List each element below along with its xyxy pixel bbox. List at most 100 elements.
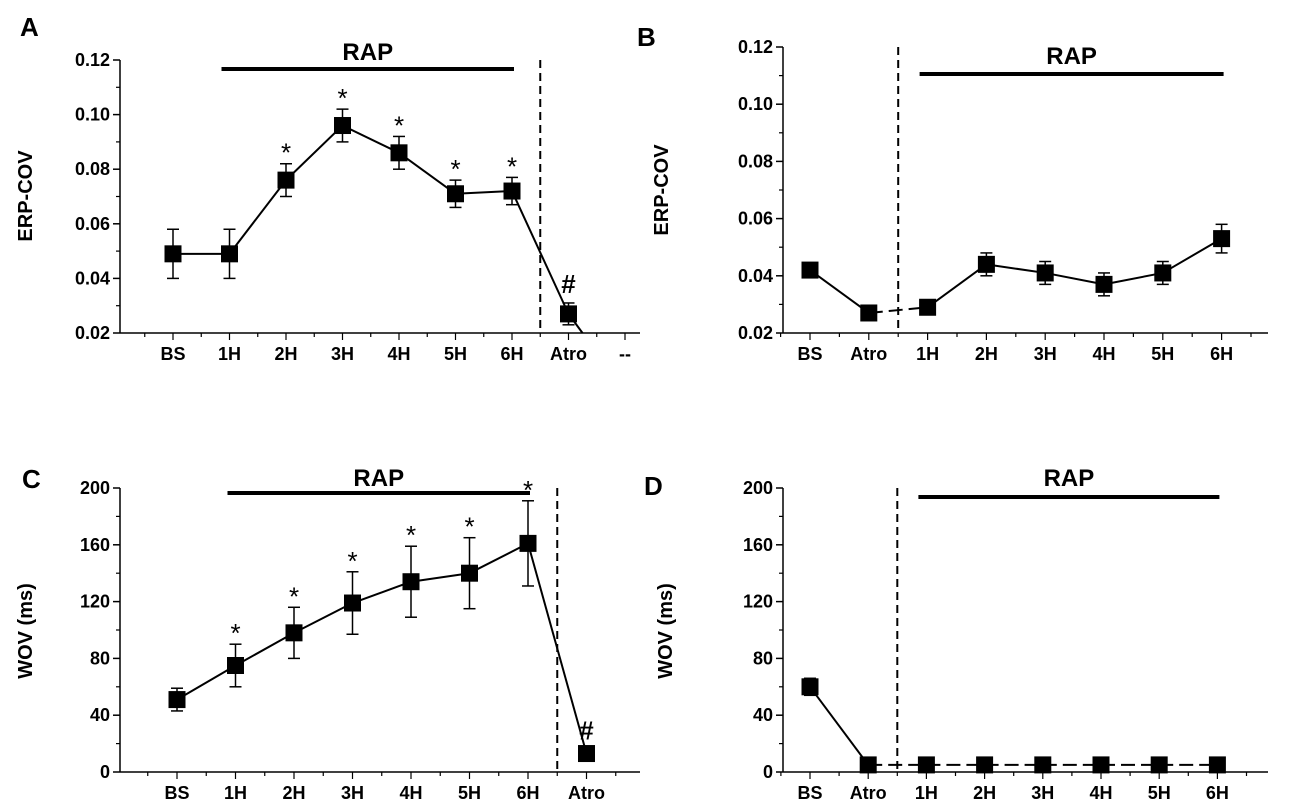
x-tick-label: 2H: [973, 783, 996, 803]
data-point: [344, 594, 361, 612]
x-tick-label: BS: [797, 783, 822, 803]
y-tick-label: 40: [753, 705, 773, 725]
significance-asterisk: *: [523, 475, 533, 505]
rap-label: RAP: [353, 465, 404, 492]
data-point: [168, 691, 186, 709]
series-line-segment: [927, 263, 987, 309]
y-tick-label: 0: [763, 762, 773, 782]
data-point: [285, 624, 303, 642]
series-line-segment: [410, 572, 470, 583]
y-tick-label: 0.08: [738, 151, 773, 171]
x-tick-label: 1H: [916, 344, 939, 364]
y-axis-label: ERP-COV: [651, 144, 673, 236]
x-tick-label: BS: [160, 344, 185, 364]
data-point: [1095, 275, 1113, 293]
y-tick-label: 0.10: [738, 94, 773, 114]
series-line-segment: [1162, 237, 1223, 274]
x-tick-label: 6H: [500, 344, 523, 364]
data-point: [1208, 756, 1226, 774]
x-tick-label: 4H: [399, 783, 422, 803]
series-line-segment: [228, 179, 287, 255]
x-tick-label: 5H: [444, 344, 467, 364]
panel-letter: A: [20, 12, 39, 42]
series-line-segment: [809, 269, 870, 314]
y-tick-label: 80: [90, 648, 110, 668]
series-line-segment: [986, 263, 1046, 274]
series-line-segment: [1045, 271, 1105, 286]
data-point: [801, 678, 819, 696]
data-point: [560, 305, 577, 323]
x-tick-label: 4H: [1092, 344, 1115, 364]
x-tick-label: 4H: [1089, 783, 1112, 803]
x-tick-label: 5H: [1148, 783, 1171, 803]
y-tick-label: 0.06: [75, 214, 110, 234]
x-tick-label: 6H: [1210, 344, 1233, 364]
x-tick-label: Atro: [568, 783, 605, 803]
x-tick-label: 4H: [387, 344, 410, 364]
data-point: [1154, 264, 1172, 282]
panel-letter: B: [637, 22, 656, 52]
rap-label: RAP: [1044, 465, 1095, 492]
significance-asterisk: *: [337, 83, 347, 113]
significance-asterisk: *: [406, 520, 416, 550]
series-line-segment: [293, 602, 353, 634]
x-tick-label: --: [619, 344, 631, 364]
series-line-segment: [235, 631, 295, 667]
data-point: [447, 185, 464, 203]
data-point: [1150, 756, 1168, 774]
y-tick-label: 0.12: [738, 37, 773, 57]
data-point: [1213, 230, 1231, 248]
y-tick-label: 0: [100, 762, 110, 782]
significance-hash: #: [561, 269, 576, 299]
significance-asterisk: *: [450, 154, 460, 184]
x-tick-label: BS: [164, 783, 189, 803]
series-line-segment: [527, 543, 588, 754]
data-point: [277, 171, 295, 189]
x-tick-label: 2H: [975, 344, 998, 364]
x-tick-label: 1H: [218, 344, 241, 364]
data-point: [976, 756, 994, 774]
data-point: [859, 756, 877, 774]
data-point: [164, 245, 182, 263]
series-line-segment: [455, 190, 513, 195]
data-point: [917, 756, 935, 774]
data-point: [461, 564, 478, 582]
y-tick-label: 0.06: [738, 209, 773, 229]
series-line-segment: [469, 542, 529, 575]
y-tick-label: 160: [80, 535, 110, 555]
data-point: [801, 261, 819, 279]
y-tick-label: 0.04: [75, 268, 110, 288]
series-line-segment: [809, 686, 870, 766]
y-tick-label: 200: [743, 478, 773, 498]
data-point: [390, 144, 408, 162]
x-tick-label: 6H: [1206, 783, 1229, 803]
significance-asterisk: *: [281, 138, 291, 168]
x-tick-label: 1H: [915, 783, 938, 803]
panel-b: B ERP-COV 0.02 0.04 0.06 0.08 0.10 0.12 BS Atro 1H…: [637, 22, 1268, 364]
y-tick-label: 0.02: [738, 323, 773, 343]
x-tick-label: 3H: [1031, 783, 1054, 803]
data-point: [402, 573, 420, 591]
y-tick-label: 0.04: [738, 266, 773, 286]
series-line-segment: [285, 124, 344, 181]
data-point: [221, 245, 238, 263]
data-point: [519, 534, 537, 552]
significance-asterisk: *: [394, 110, 404, 140]
series-line-segment: [342, 124, 400, 154]
rap-label: RAP: [1046, 43, 1097, 70]
x-tick-label: 5H: [458, 783, 481, 803]
y-tick-label: 80: [753, 648, 773, 668]
data-point: [227, 657, 244, 674]
y-tick-label: 160: [743, 535, 773, 555]
series-line-segment: [1103, 271, 1163, 286]
x-tick-label: 6H: [516, 783, 539, 803]
y-axis-label: WOV (ms): [655, 583, 677, 679]
significance-hash: #: [579, 715, 594, 745]
data-point: [1036, 264, 1054, 282]
rap-label: RAP: [342, 39, 393, 66]
data-point: [860, 304, 878, 322]
data-point: [334, 117, 351, 135]
panel-a: A ERP-COV 0.02 0.04 0.06 0.08 0.10 0.12 BS 1H 2H 3H…: [15, 12, 640, 364]
significance-asterisk: *: [464, 512, 474, 542]
x-tick-label: 3H: [341, 783, 364, 803]
